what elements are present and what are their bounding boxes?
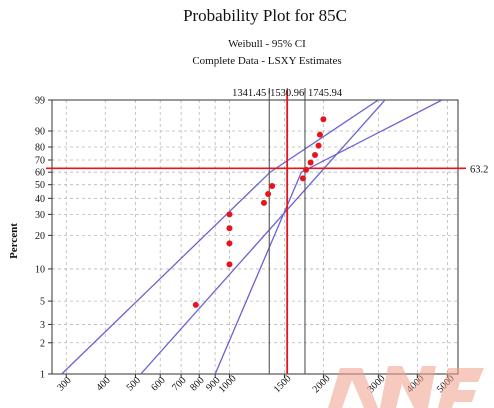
y-tick-label: 2 <box>40 338 45 349</box>
data-point <box>260 199 267 206</box>
y-tick-label: 50 <box>35 180 45 191</box>
data-point <box>303 166 310 173</box>
x-tick-label: 500 <box>125 375 143 393</box>
y-tick-label: 99 <box>35 96 45 107</box>
data-point <box>269 182 276 189</box>
y-tick-label: 20 <box>35 231 45 242</box>
ref-label-63-2: 63.2 <box>470 164 488 175</box>
data-point <box>320 116 327 123</box>
y-tick-label: 5 <box>40 297 45 308</box>
chart-title: Probability Plot for 85C <box>183 6 347 25</box>
y-tick-label: 60 <box>35 168 45 179</box>
data-point <box>265 191 272 198</box>
y-tick-label: 30 <box>35 210 45 221</box>
data-point <box>307 159 314 166</box>
x-tick-label: 1000 <box>217 373 239 395</box>
y-tick-label: 90 <box>35 126 45 137</box>
y-tick-label: 3 <box>40 320 45 331</box>
fit-line <box>140 100 386 374</box>
data-point <box>316 131 323 138</box>
ref-label-vertical: 1530.96 <box>270 88 304 99</box>
chart-subtitle-1: Weibull - 95% CI <box>228 38 306 50</box>
data-point <box>226 211 233 218</box>
ref-label-vertical: 1341.45 <box>232 88 266 99</box>
y-tick-label: 40 <box>35 194 45 205</box>
ci-upper-line <box>214 100 443 374</box>
x-tick-label: 300 <box>55 375 73 393</box>
data-point <box>299 175 306 182</box>
data-point <box>226 261 233 268</box>
ref-label-vertical: 1745.94 <box>308 88 343 99</box>
y-tick-label: 70 <box>35 155 45 166</box>
data-point <box>192 301 199 308</box>
plot-frame <box>51 99 459 375</box>
data-point <box>226 240 233 247</box>
x-tick-label: 400 <box>94 375 112 393</box>
y-tick-label: 1 <box>40 370 45 381</box>
x-tick-label: 700 <box>170 375 188 393</box>
chart-subtitle-2: Complete Data - LSXY Estimates <box>192 55 342 67</box>
x-tick-label: 800 <box>188 375 206 393</box>
watermark-logo <box>318 360 488 408</box>
x-tick-label: 1500 <box>272 373 294 395</box>
x-tick-label: 600 <box>149 375 167 393</box>
data-point <box>226 225 233 232</box>
y-tick-label: 80 <box>35 143 45 154</box>
data-point <box>315 142 322 149</box>
ci-lower-line <box>61 100 379 374</box>
y-tick-label: 10 <box>35 264 45 275</box>
data-point <box>312 151 319 158</box>
